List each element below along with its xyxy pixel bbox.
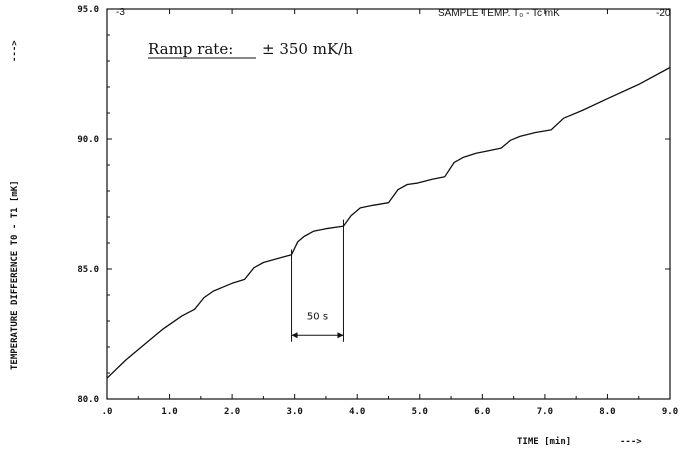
y-tick-label: 85.0 <box>77 265 99 275</box>
x-tick-label: 4.0 <box>349 407 365 417</box>
x-axis-arrow: ---> <box>620 437 642 447</box>
interval-arrow-head-right <box>337 332 344 339</box>
x-tick-label: .0 <box>102 407 113 417</box>
x-axis-ticks: .0 1.0 2.0 3.0 4.0 5.0 6.0 7.0 8.0 9.0 <box>102 9 678 417</box>
ramp-rate-label: Ramp rate: <box>148 40 233 58</box>
top-axis-right-value: -20 <box>656 8 671 19</box>
y-tick-label: 80.0 <box>77 395 99 405</box>
plot-frame <box>106 8 671 400</box>
interval-arrow-head-left <box>291 332 298 339</box>
y-tick-label: 90.0 <box>77 135 99 145</box>
x-tick-label: 3.0 <box>287 407 303 417</box>
x-tick-label: 8.0 <box>599 407 615 417</box>
series-line <box>106 66 671 379</box>
y-tick-label: 95.0 <box>77 5 99 15</box>
x-tick-label: 1.0 <box>161 407 177 417</box>
series-group <box>106 66 671 379</box>
interval-label: 50 s <box>307 312 328 323</box>
x-tick-label: 2.0 <box>224 407 240 417</box>
x-tick-label: 7.0 <box>537 407 553 417</box>
y-axis-arrow: ---> <box>10 40 20 62</box>
x-tick-label: 6.0 <box>474 407 490 417</box>
x-tick-label: 5.0 <box>412 407 428 417</box>
x-tick-label: 9.0 <box>662 407 678 417</box>
top-axis-left-value: -3 <box>116 7 125 18</box>
ramp-rate-value: ± 350 mK/h <box>262 40 353 58</box>
annotations: Ramp rate: ± 350 mK/h 50 s SAMPLE TEMP. … <box>10 7 671 447</box>
y-axis-label: TEMPERATURE DIFFERENCE T0 - T1 [mK] <box>10 180 20 370</box>
x-axis-label: TIME [min] <box>517 436 571 447</box>
top-axis-label: SAMPLE TEMP. T₀ - Tc mK <box>438 8 560 19</box>
axes-frame <box>106 8 671 400</box>
y-axis-ticks: 80.0 85.0 90.0 95.0 <box>77 5 670 405</box>
